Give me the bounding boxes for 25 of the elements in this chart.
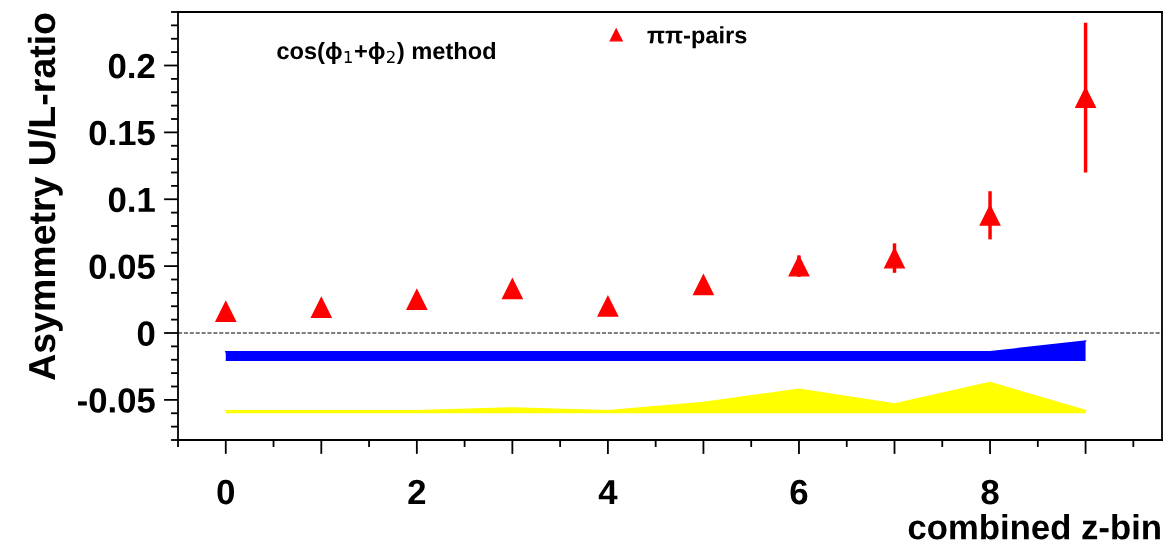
- point: [1075, 87, 1096, 109]
- y-tick-label: -0.05: [78, 388, 155, 413]
- point: [501, 278, 523, 300]
- point: [215, 301, 237, 323]
- x-tick-label: 6: [790, 479, 808, 505]
- y-tick-label: 0.05: [89, 254, 155, 280]
- x-axis-title: combined z-bin: [908, 514, 1160, 540]
- legend-label: ππ-pairs: [647, 26, 747, 49]
- y-tick-label: 0.1: [108, 187, 155, 213]
- point: [884, 247, 905, 269]
- x-tick-label: 0: [217, 479, 234, 505]
- x-tick-label: 2: [408, 479, 426, 505]
- y-tick-label: 0.2: [108, 53, 155, 79]
- annotation: cos(ϕ$_{1}$+ϕ$_{2}$) method: [277, 41, 496, 64]
- point: [406, 289, 428, 310]
- point: [597, 295, 619, 317]
- point: [693, 274, 714, 296]
- point: [310, 297, 332, 319]
- point: [788, 255, 810, 277]
- x-tick-label: 4: [598, 480, 618, 505]
- y-tick-label: 0.15: [89, 120, 155, 146]
- x-tick-label: 8: [981, 479, 999, 505]
- point: [979, 204, 1001, 226]
- y-tick-label: 0: [137, 321, 155, 346]
- y-axis-title: Asymmetry U/L-ratio: [27, 13, 63, 380]
